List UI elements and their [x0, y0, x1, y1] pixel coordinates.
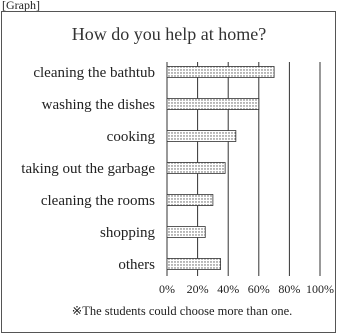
corner-label: [Graph]: [2, 0, 40, 12]
category-label: washing the dishes: [42, 97, 155, 113]
bar: [166, 162, 226, 174]
x-tick-label: 60%: [248, 282, 270, 296]
bar: [166, 130, 237, 142]
x-tick-label: 100%: [306, 282, 334, 296]
bars: [166, 66, 275, 270]
x-axis-ticks: 0% 20% 40% 60% 80% 100%: [159, 282, 334, 296]
bar: [166, 194, 214, 206]
category-label: cleaning the bathtub: [33, 65, 155, 81]
category-label: cooking: [107, 129, 156, 145]
category-labels: cleaning the bathtub washing the dishes co…: [21, 65, 155, 273]
chart-frame: [1, 11, 336, 333]
category-label: shopping: [100, 225, 156, 241]
grid: [166, 62, 321, 276]
x-tick-label: 40%: [217, 282, 239, 296]
bar: [166, 98, 260, 110]
footnote: ※The students could choose more than one…: [72, 304, 293, 318]
category-label: others: [118, 257, 155, 273]
bar: [166, 226, 206, 238]
x-tick-label: 0%: [159, 282, 175, 296]
x-tick-label: 80%: [278, 282, 300, 296]
x-tick-label: 20%: [187, 282, 209, 296]
bar: [166, 258, 221, 270]
chart-title: How do you help at home?: [72, 24, 266, 44]
bar: [166, 66, 275, 78]
category-label: taking out the garbage: [21, 161, 155, 177]
category-label: cleaning the rooms: [41, 193, 155, 209]
